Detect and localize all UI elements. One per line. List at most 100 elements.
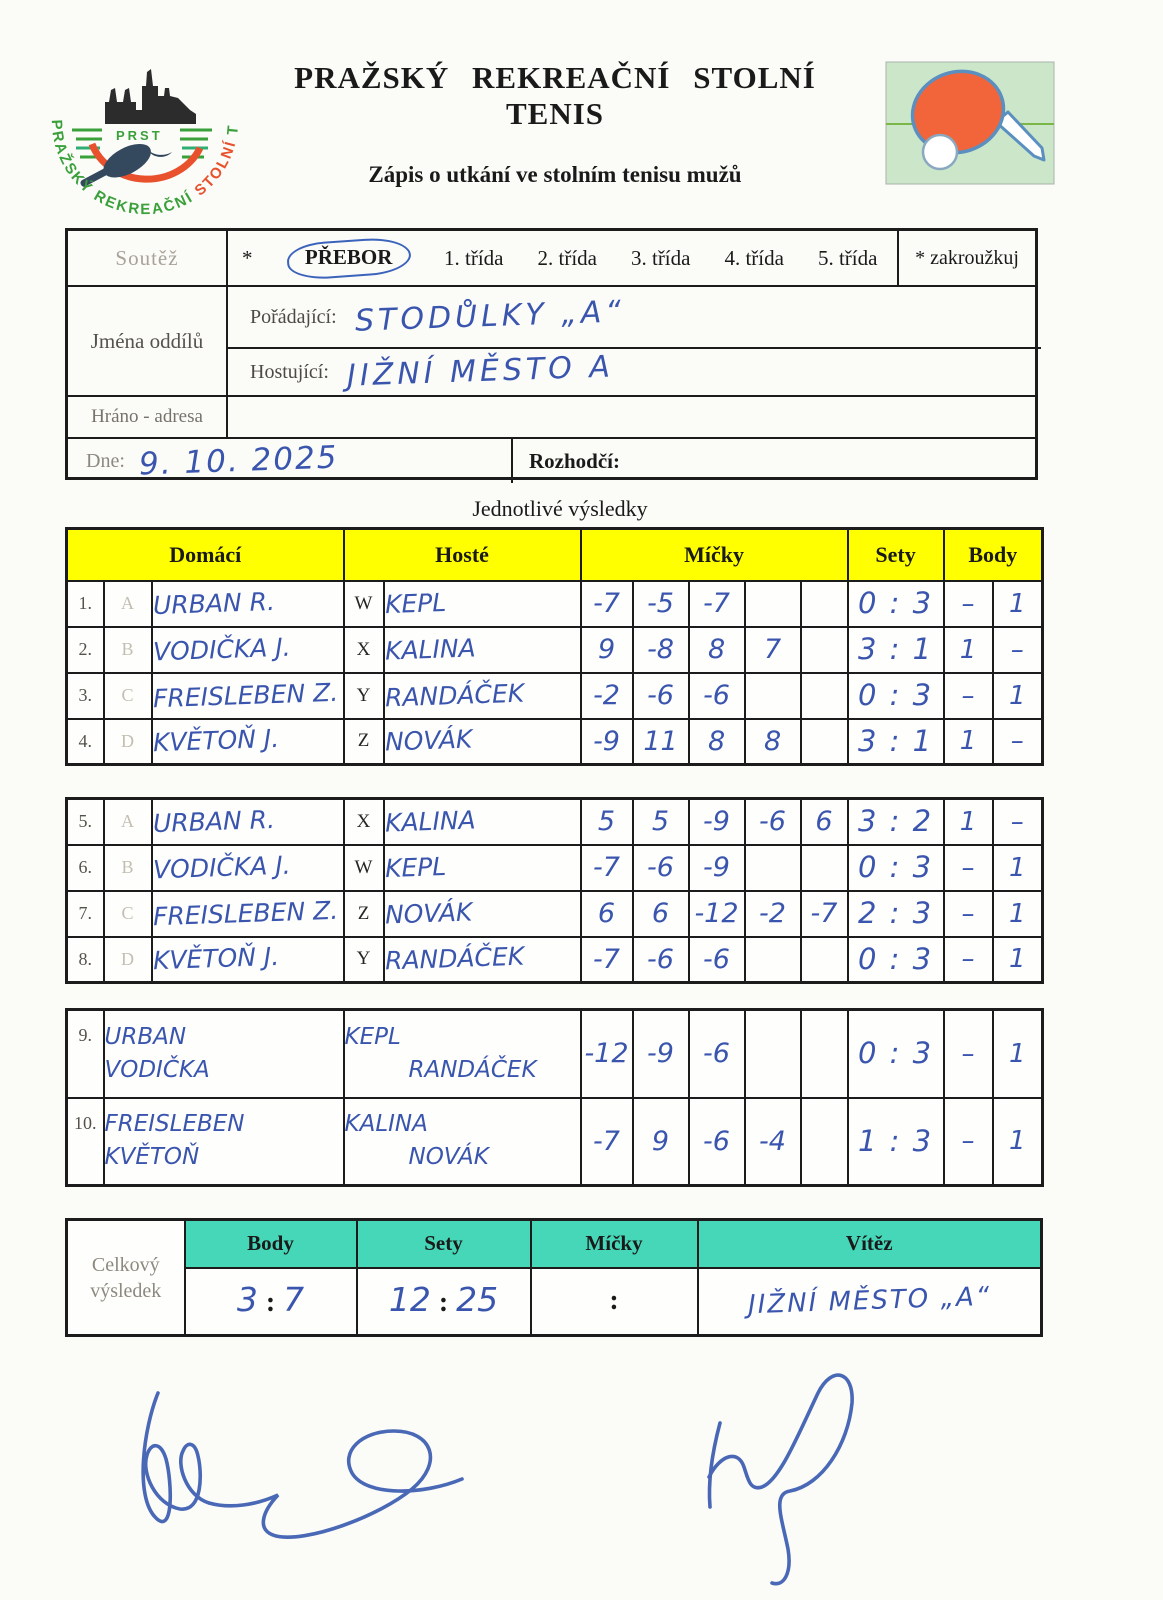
set-score-1: -7 — [579, 579, 634, 628]
competition-row: Soutěž * PŘEBOR 1. třída 2. třída 3. tří… — [68, 231, 1035, 287]
set-score-2: -6 — [631, 935, 690, 984]
points-home: – — [942, 843, 994, 892]
logo-red-arc — [88, 142, 204, 183]
guest-player-name: NOVÁK — [382, 889, 582, 938]
set-score-4: -4 — [743, 1096, 802, 1187]
home-player-code: B — [102, 843, 153, 892]
match-number: 2. — [65, 625, 105, 674]
match-row-4: 4. D KVĚTOŇ J. Z NOVÁK -9 11 8 8 3 : 1 1… — [65, 717, 1044, 766]
points-home: – — [942, 1096, 994, 1187]
home-player-name: VODIČKA J. — [150, 843, 345, 892]
set-score-3: -7 — [687, 579, 746, 628]
singles-table-2: 5. A URBAN R. X KALINA 5 5 -9 -6 6 3 : 2… — [65, 797, 1044, 984]
class-option-3: 3. třída — [630, 245, 691, 270]
match-row-5: 5. A URBAN R. X KALINA 5 5 -9 -6 6 3 : 2… — [65, 797, 1044, 846]
match-row-9: 9. URBAN VODIČKA KEPL RANDÁČEK -12 -9 -6… — [65, 1008, 1044, 1099]
class-option-4: 4. třída — [724, 245, 784, 270]
sets-result: 3 : 1 — [846, 625, 945, 674]
venue-row: Hráno - adresa — [68, 395, 1035, 437]
points-guest: 1 — [991, 671, 1044, 720]
sets-result: 0 : 3 — [846, 843, 945, 892]
set-score-4: 7 — [743, 625, 802, 674]
summary-header-micky: Míčky — [529, 1218, 699, 1269]
form-subtitle: Zápis o utkání ve stolním tenisu mužů — [368, 162, 742, 187]
home-player-code: B — [102, 625, 153, 674]
signatures — [110, 1365, 950, 1595]
set-score-5 — [799, 625, 849, 674]
summary-header-vitez: Vítěz — [696, 1218, 1043, 1269]
header-hoste: Hosté — [342, 527, 582, 582]
points-guest: 1 — [991, 1008, 1044, 1099]
page-title: PRAŽSKÝ REKREAČNÍ STOLNÍ TENIS — [294, 60, 816, 131]
points-home: 1 — [942, 717, 994, 766]
set-score-2: -6 — [631, 843, 690, 892]
match-row-10: 10. FREISLEBEN KVĚTOŇ KALINA NOVÁK -7 9 … — [65, 1096, 1044, 1187]
set-score-1: -9 — [579, 717, 634, 766]
set-score-5 — [799, 843, 849, 892]
guest-player-name: RANDÁČEK — [382, 671, 582, 720]
home-player-name: VODIČKA J. — [150, 625, 345, 674]
guest-team-row: Hostující: JIŽNÍ MĚSTO A — [228, 349, 1041, 395]
match-number: 1. — [65, 579, 105, 628]
set-score-3: -12 — [687, 889, 746, 938]
set-score-5 — [799, 935, 849, 984]
set-score-4: 8 — [743, 717, 802, 766]
home-team-row: Pořádající: STODŮLKY „A“ — [228, 287, 1041, 349]
match-row-3: 3. C FREISLEBEN Z. Y RANDÁČEK -2 -6 -6 0… — [65, 671, 1044, 720]
set-score-1: -7 — [579, 1096, 634, 1187]
set-score-4 — [743, 843, 802, 892]
points-home: – — [942, 935, 994, 984]
signature-left — [141, 1391, 464, 1539]
home-player-name: KVĚTOŇ J. — [150, 717, 345, 766]
total-result-table: Celkový výsledek Body Sety Míčky Vítěz 3… — [65, 1218, 1043, 1337]
home-pair-names: FREISLEBEN KVĚTOŇ — [102, 1096, 345, 1187]
set-score-3: -6 — [687, 671, 746, 720]
date-row: Dne: 9. 10. 2025 Rozhodčí: — [68, 437, 1035, 483]
set-score-1: -12 — [579, 1008, 634, 1099]
guest-player-code: Y — [342, 671, 385, 720]
class-option-5: 5. třída — [817, 245, 878, 270]
set-score-2: 6 — [631, 889, 690, 938]
winner-name: JIŽNÍ MĚSTO „A“ — [696, 1266, 1043, 1337]
circle-instruction: * zakroužkuj — [897, 231, 1035, 285]
guest-player-name: KALINA — [382, 625, 582, 674]
home-player-name: URBAN R. — [150, 797, 345, 846]
set-score-2: 11 — [631, 717, 690, 766]
points-guest: 1 — [991, 1096, 1044, 1187]
venue-label: Hráno - adresa — [68, 397, 228, 437]
points-guest: – — [991, 625, 1044, 674]
referee-label: Rozhodčí: — [529, 448, 620, 473]
set-score-1: 6 — [579, 889, 634, 938]
home-pair-names: URBAN VODIČKA — [102, 1008, 345, 1099]
set-score-5 — [799, 717, 849, 766]
total-sets: 12:25 — [355, 1266, 532, 1337]
guest-player-code: Y — [342, 935, 385, 984]
total-points: 3:7 — [183, 1266, 358, 1337]
home-player-code: D — [102, 717, 153, 766]
home-player-code: A — [102, 579, 153, 628]
class-option-1: 1. třída — [444, 245, 504, 270]
logo-paddle-icon — [80, 143, 151, 187]
guest-team-label: Hostující: — [250, 360, 329, 383]
home-team-label: Pořádající: — [250, 305, 337, 328]
singles-table-1: Domácí Hosté Míčky Sety Body 1. A URBAN … — [65, 527, 1045, 766]
match-number: 4. — [65, 717, 105, 766]
points-home: – — [942, 1008, 994, 1099]
venue-value-empty — [228, 397, 1035, 437]
match-number: 10. — [65, 1096, 105, 1187]
set-score-3: -9 — [687, 797, 746, 846]
set-score-5: -7 — [799, 889, 849, 938]
home-team-value: STODŮLKY „A“ — [354, 294, 626, 339]
logo-arc-text-1: PRAŽSKÝ — [48, 119, 101, 201]
date-value: 9. 10. 2025 — [138, 439, 339, 482]
guest-player-code: X — [342, 625, 385, 674]
summary-header-sety: Sety — [355, 1218, 532, 1269]
header-sety: Sety — [846, 527, 945, 582]
set-score-2: -8 — [631, 625, 690, 674]
total-result-label: Celkový výsledek — [65, 1218, 186, 1337]
sets-result: 2 : 3 — [846, 889, 945, 938]
summary-header-body: Body — [183, 1218, 358, 1269]
match-number: 6. — [65, 843, 105, 892]
match-row-1: 1. A URBAN R. W KEPL -7 -5 -7 0 : 3 – 1 — [65, 579, 1044, 628]
home-player-code: A — [102, 797, 153, 846]
